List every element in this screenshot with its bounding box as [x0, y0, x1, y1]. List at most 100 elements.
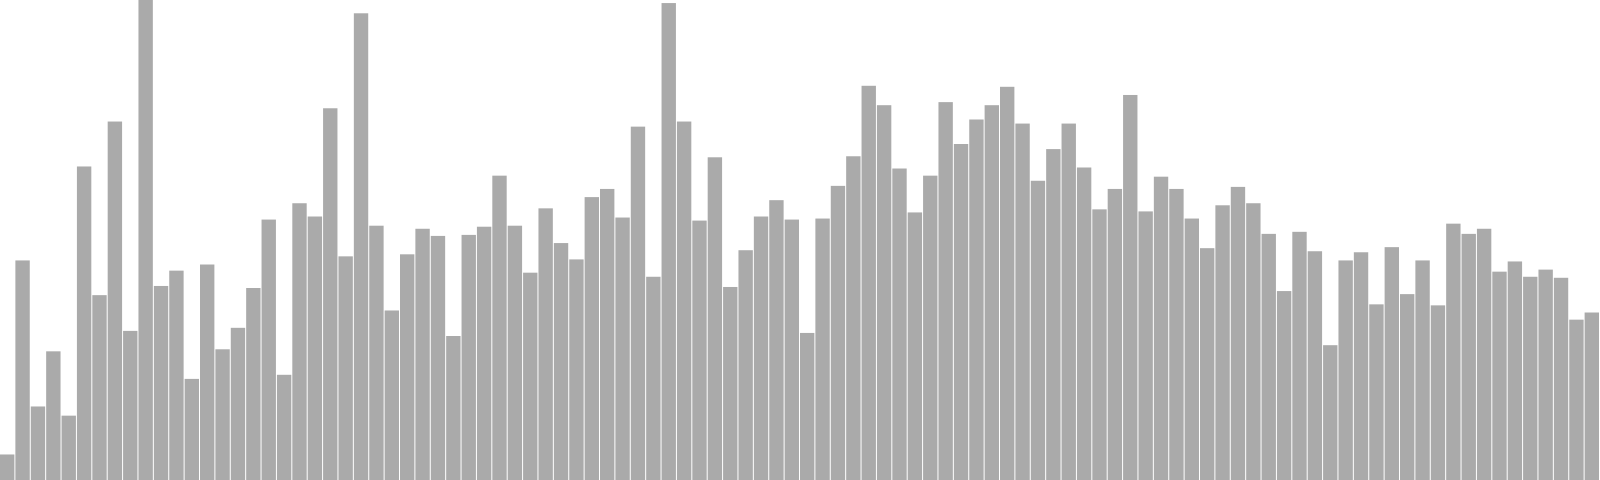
bar [92, 295, 107, 480]
bar [507, 225, 523, 480]
bar [846, 156, 861, 480]
bar [553, 243, 569, 480]
bar [1415, 260, 1430, 480]
bar [676, 121, 692, 480]
bar [1430, 305, 1446, 480]
bar [1323, 345, 1338, 480]
bar [738, 250, 753, 480]
bar [953, 144, 969, 480]
bar [523, 272, 538, 480]
bar [892, 168, 907, 480]
bar [15, 260, 30, 480]
bar [1569, 319, 1584, 480]
bar [461, 234, 476, 480]
bar [1123, 94, 1138, 480]
bar [430, 235, 446, 480]
bar [1261, 233, 1276, 480]
bar [169, 270, 184, 480]
bar [1246, 203, 1261, 480]
bar [1461, 233, 1476, 480]
bar [246, 288, 261, 480]
bar [138, 0, 153, 480]
bar [384, 310, 399, 480]
bar [338, 256, 353, 480]
bar [907, 212, 923, 480]
bar [492, 175, 507, 480]
bar [1538, 269, 1553, 480]
bar [46, 351, 61, 480]
bar [1000, 86, 1015, 480]
bar [800, 332, 815, 480]
bar [630, 126, 646, 480]
bar [1061, 123, 1076, 480]
bar [400, 254, 415, 480]
bar [184, 378, 199, 480]
bar [0, 454, 15, 480]
bar [969, 119, 984, 480]
bar [200, 264, 215, 480]
bar [1553, 277, 1569, 480]
bar [476, 226, 492, 480]
bar [538, 208, 553, 480]
bar [107, 121, 123, 480]
bar [1230, 186, 1246, 480]
bar [723, 286, 738, 480]
bar [1307, 251, 1323, 480]
bar [446, 336, 461, 480]
bar [923, 175, 938, 480]
bar [1153, 176, 1169, 480]
bar [876, 105, 892, 480]
bar [646, 276, 661, 480]
bar [1338, 260, 1353, 480]
bar [1107, 188, 1123, 480]
bar [707, 157, 723, 480]
bar [61, 415, 76, 480]
bar [30, 406, 46, 480]
bar [292, 203, 307, 480]
bar [1184, 218, 1199, 480]
bar [1138, 211, 1153, 480]
bar [815, 218, 830, 480]
bar [276, 374, 292, 480]
bar [584, 197, 599, 480]
bar [1046, 149, 1061, 480]
bar [1446, 223, 1461, 480]
bar [123, 330, 138, 480]
bar [1353, 252, 1369, 480]
bar [153, 285, 169, 480]
bar [1369, 304, 1384, 480]
bar [1015, 123, 1030, 480]
bar [692, 220, 707, 480]
bar [261, 219, 276, 480]
bar [753, 216, 769, 480]
bar [1030, 180, 1046, 480]
bar [861, 85, 876, 480]
bar [307, 216, 323, 480]
bar [569, 259, 584, 480]
bar [1523, 276, 1538, 480]
bar [230, 327, 246, 480]
bar [353, 13, 369, 480]
bar [1200, 248, 1215, 480]
bar [1169, 188, 1184, 480]
bar [769, 200, 784, 480]
bar [830, 185, 846, 480]
bar [1400, 294, 1415, 480]
bar [1584, 312, 1599, 480]
bar [323, 108, 338, 480]
bar [1292, 231, 1307, 480]
bar [1276, 291, 1292, 480]
bar [1076, 167, 1092, 480]
bar [984, 105, 999, 480]
bar [661, 3, 676, 480]
bar [415, 228, 430, 480]
bar [600, 188, 615, 480]
bar [369, 225, 384, 480]
bar [215, 349, 230, 480]
bar [784, 219, 799, 480]
bar [1215, 205, 1230, 480]
bar [1476, 228, 1492, 480]
bar [1492, 271, 1507, 480]
